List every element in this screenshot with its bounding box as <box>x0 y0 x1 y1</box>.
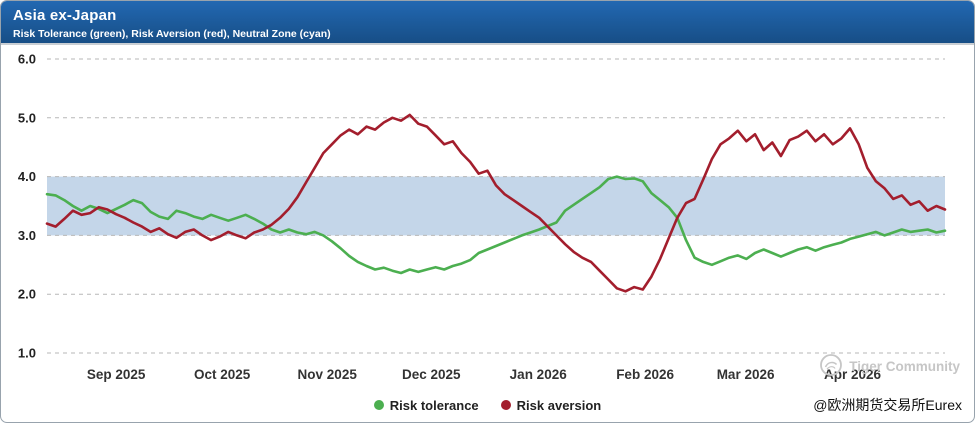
y-axis-tick-label: 2.0 <box>18 287 36 302</box>
chart-header: Asia ex-Japan Risk Tolerance (green), Ri… <box>1 1 974 45</box>
y-axis-tick-label: 5.0 <box>18 110 36 125</box>
risk-aversion-line <box>45 113 947 293</box>
chart-subtitle: Risk Tolerance (green), Risk Aversion (r… <box>13 28 331 40</box>
y-axis-tick-label: 1.0 <box>18 346 36 361</box>
risk-aversion-dot-icon <box>500 400 511 410</box>
y-axis-tick-label: 4.0 <box>18 169 36 184</box>
x-axis-tick-label: Jan 2026 <box>510 367 568 382</box>
x-axis-tick-label: Apr 2026 <box>824 367 882 382</box>
legend: Risk tolerance Risk aversion <box>1 390 974 420</box>
x-axis-tick-label: Sep 2025 <box>87 367 146 382</box>
legend-item-risk-aversion: Risk aversion <box>500 397 602 413</box>
plot-area: 6.0 5.0 4.0 3.0 2.0 1.0 Sep 2025 Oct 2025 Nov 20… <box>1 45 974 390</box>
legend-label-risk-aversion: Risk aversion <box>516 397 602 413</box>
x-axis-tick-label: Oct 2025 <box>194 367 251 382</box>
x-axis-tick-label: Feb 2026 <box>616 367 674 382</box>
legend-label-risk-tolerance: Risk tolerance <box>389 397 479 413</box>
risk-tolerance-dot-icon <box>373 400 384 410</box>
x-axis-tick-label: Nov 2025 <box>298 367 358 382</box>
x-axis-tick-label: Mar 2026 <box>717 367 775 382</box>
x-axis-tick-label: Dec 2025 <box>402 367 461 382</box>
page-title: Asia ex-Japan <box>13 7 117 24</box>
risk-tolerance-line <box>45 175 947 275</box>
y-axis-tick-label: 3.0 <box>18 228 36 243</box>
y-axis-tick-label: 6.0 <box>18 52 36 67</box>
legend-item-risk-tolerance: Risk tolerance <box>373 397 479 413</box>
chart-svg: 6.0 5.0 4.0 3.0 2.0 1.0 Sep 2025 Oct 2025 Nov 20… <box>18 52 947 382</box>
